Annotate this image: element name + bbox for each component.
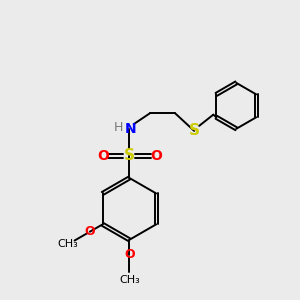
Text: S: S <box>124 148 135 164</box>
Text: O: O <box>150 149 162 163</box>
Text: H: H <box>113 121 123 134</box>
Text: O: O <box>97 149 109 163</box>
Text: S: S <box>189 123 200 138</box>
Text: N: N <box>125 122 137 136</box>
Text: O: O <box>85 225 95 238</box>
Text: CH₃: CH₃ <box>58 239 79 249</box>
Text: CH₃: CH₃ <box>119 274 140 285</box>
Text: O: O <box>124 248 135 261</box>
